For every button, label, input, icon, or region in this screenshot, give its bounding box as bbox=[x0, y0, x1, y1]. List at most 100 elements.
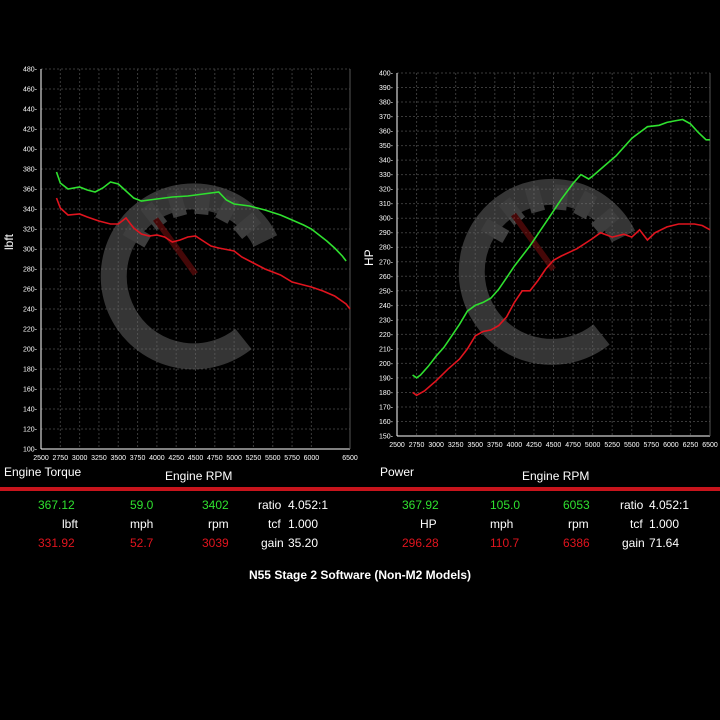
tuned-rpm: 6053 bbox=[563, 498, 590, 512]
power-tuned-line bbox=[412, 118, 710, 379]
power-x-tick-label: 3250 bbox=[448, 442, 464, 449]
torque-grid bbox=[40, 68, 351, 450]
torque-tuned-line bbox=[55, 171, 347, 262]
stock-mph: 110.7 bbox=[490, 536, 520, 550]
torque-x-tick-label: 2750 bbox=[53, 455, 69, 462]
torque-watermark-segment bbox=[166, 190, 188, 219]
power-ylabel: HP bbox=[362, 249, 376, 266]
power-x-tick-label: 6500 bbox=[702, 442, 718, 449]
torque-x-tick-label: 4250 bbox=[168, 455, 184, 462]
torque-y-tick-label: 480- bbox=[23, 67, 38, 74]
torque-y-tick-label: 400- bbox=[23, 147, 38, 154]
power-x-tick-label: 6250 bbox=[683, 442, 699, 449]
power-x-tick-label: 4000 bbox=[507, 442, 523, 449]
torque-y-tick-label: 160- bbox=[23, 387, 38, 394]
stock-peak-hp: 296.28 bbox=[402, 536, 439, 550]
torque-y-tick-label: 300- bbox=[23, 247, 38, 254]
torque-watermark-arc bbox=[100, 183, 278, 370]
power-y-tick-label: 280- bbox=[379, 245, 394, 252]
torque-y-tick-label: 120- bbox=[23, 427, 38, 434]
tuned-peak-torque: 367.12 bbox=[38, 498, 75, 512]
power-y-tick-label: 380- bbox=[379, 100, 394, 107]
power-x-tick-label: 3500 bbox=[467, 442, 483, 449]
power-xlabel: Engine RPM bbox=[522, 469, 590, 483]
power-chart-title: Power bbox=[380, 465, 415, 479]
torque-y-tick-label: 220- bbox=[23, 327, 38, 334]
power-y-tick-label: 210- bbox=[379, 346, 394, 353]
power-x-tick-label: 2750 bbox=[409, 442, 425, 449]
torque-y-tick-label: 140- bbox=[23, 407, 38, 414]
power-x-tick-label: 3750 bbox=[487, 442, 503, 449]
power-x-tick-label: 5500 bbox=[624, 442, 640, 449]
power-y-tick-label: 330- bbox=[379, 172, 394, 179]
accent-divider bbox=[0, 487, 720, 491]
torque-x-tick-label: 6000 bbox=[304, 455, 320, 462]
power-watermark-segment bbox=[591, 207, 620, 235]
power-y-tick-label: 160- bbox=[379, 419, 394, 426]
unit-hp: HP bbox=[420, 517, 437, 531]
torque-watermark-needle bbox=[153, 217, 198, 276]
power-y-tick-label: 320- bbox=[379, 187, 394, 194]
power-watermark-segment bbox=[552, 184, 569, 211]
ratio-label: ratio bbox=[258, 498, 282, 512]
gain-value: 35.20 bbox=[288, 536, 319, 550]
torque-chart-title: Engine Torque bbox=[4, 465, 82, 479]
power-y-tick-label: 190- bbox=[379, 375, 394, 382]
tuned-mph: 59.0 bbox=[130, 498, 154, 512]
power-y-tick-label: 350- bbox=[379, 143, 394, 150]
torque-y-tick-label: 280- bbox=[23, 267, 38, 274]
torque-x-tick-label: 6500 bbox=[342, 455, 358, 462]
power-y-tick-label: 390- bbox=[379, 85, 394, 92]
power-y-tick-label: 370- bbox=[379, 114, 394, 121]
torque-watermark bbox=[100, 183, 278, 370]
torque-x-tick-label: 3750 bbox=[130, 455, 146, 462]
tcf-label: tcf bbox=[630, 517, 643, 531]
ratio-label: ratio bbox=[620, 498, 644, 512]
torque-x-tick-label: 4500 bbox=[188, 455, 204, 462]
torque-x-tick-label: 5000 bbox=[226, 455, 242, 462]
unit-rpm: rpm bbox=[208, 517, 229, 531]
tuned-mph: 105.0 bbox=[490, 498, 521, 512]
torque-watermark-segment bbox=[233, 212, 262, 240]
torque-stock-line bbox=[55, 197, 351, 310]
torque-y-tick-label: 240- bbox=[23, 307, 38, 314]
power-y-tick-label: 170- bbox=[379, 404, 394, 411]
stock-rpm: 6386 bbox=[563, 536, 590, 550]
torque-x-tick-label: 5750 bbox=[284, 455, 300, 462]
power-watermark bbox=[458, 178, 636, 365]
torque-y-tick-label: 260- bbox=[23, 287, 38, 294]
tcf-value: 1.000 bbox=[288, 517, 319, 531]
torque-ylabel: lbft bbox=[2, 233, 16, 250]
torque-x-tick-label: 3250 bbox=[91, 455, 107, 462]
power-y-tick-label: 230- bbox=[379, 317, 394, 324]
power-grid bbox=[396, 72, 711, 437]
torque-y-tick-label: 100- bbox=[23, 447, 38, 454]
ratio-value: 4.052:1 bbox=[649, 498, 690, 512]
power-stock-line bbox=[412, 223, 711, 397]
footer-title: N55 Stage 2 Software (Non-M2 Models) bbox=[248, 568, 472, 582]
tuned-peak-hp: 367.92 bbox=[402, 498, 439, 512]
gain-label: gain bbox=[261, 536, 284, 550]
power-x-tick-label: 5000 bbox=[585, 442, 601, 449]
power-x-tick-label: 3000 bbox=[428, 442, 444, 449]
torque-y-tick-label: 460- bbox=[23, 87, 38, 94]
power-watermark-arc bbox=[458, 178, 636, 365]
power-x-tick-label: 4500 bbox=[546, 442, 562, 449]
stock-rpm: 3039 bbox=[202, 536, 229, 550]
power-y-tick-label: 290- bbox=[379, 230, 394, 237]
tuned-rpm: 3402 bbox=[202, 498, 229, 512]
power-y-tick-label: 180- bbox=[379, 390, 394, 397]
power-y-tick-label: 200- bbox=[379, 361, 394, 368]
power-y-tick-label: 150- bbox=[379, 434, 394, 441]
power-y-tick-label: 270- bbox=[379, 259, 394, 266]
torque-x-tick-label: 2500 bbox=[33, 455, 49, 462]
power-y-tick-label: 260- bbox=[379, 274, 394, 281]
gain-label: gain bbox=[622, 536, 645, 550]
power-watermark-segment bbox=[573, 190, 598, 220]
torque-xlabel: Engine RPM bbox=[165, 469, 233, 483]
power-y-tick-label: 400- bbox=[379, 71, 394, 78]
torque-x-tick-label: 5500 bbox=[265, 455, 281, 462]
torque-y-tick-label: 340- bbox=[23, 207, 38, 214]
power-y-tick-label: 360- bbox=[379, 129, 394, 136]
power-x-tick-label: 4250 bbox=[526, 442, 542, 449]
